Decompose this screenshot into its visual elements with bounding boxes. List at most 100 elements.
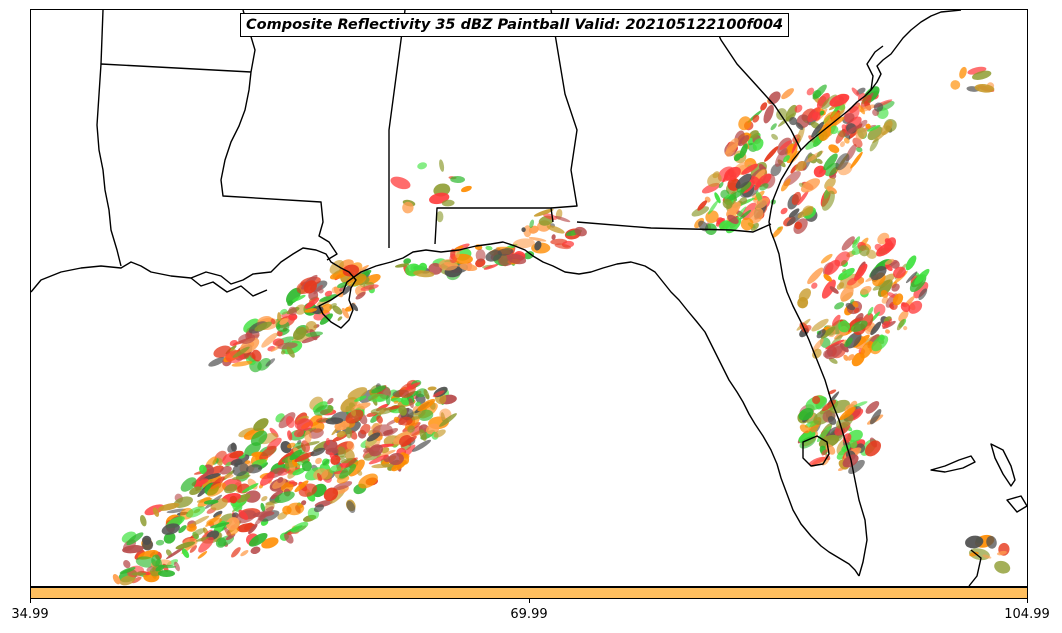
storm-blob [828,357,838,364]
storm-blob [811,318,829,332]
storm-blob [427,386,437,391]
storm-blob [231,547,241,558]
storm-blob [371,463,394,469]
storm-blob [840,141,845,148]
storm-blob [812,89,822,99]
storm-blob [126,532,144,546]
storm-blob [714,192,721,204]
storm-blob [839,406,856,421]
storm-blob [368,454,389,465]
storm-blob [206,517,222,526]
storm-blob [395,263,409,268]
storm-blob [828,144,840,154]
storm-blob [821,190,835,211]
storm-blob [360,423,371,435]
storm-blob [339,463,357,479]
storm-blob [294,304,307,315]
storm-blob [398,405,407,416]
storm-blob [288,480,295,485]
storm-blob [798,407,814,421]
storm-blob [880,289,889,299]
storm-blob [847,429,863,442]
coastline-atlantic-southeast [768,10,962,233]
storm-blob [865,123,871,129]
storm-blob [244,522,253,531]
storm-blob [186,506,206,518]
storm-blob [805,135,823,150]
storm-blob [829,286,839,294]
storm-blob [739,143,748,159]
storm-blob [697,200,708,211]
storm-blob [152,507,160,517]
storm-blob [789,117,798,126]
storm-blob [870,409,882,425]
storm-blob [450,175,465,184]
storm-blob [727,214,739,225]
storm-blob [764,146,779,162]
storm-blob [832,314,841,327]
storm-blob [232,474,251,480]
storm-blob [319,313,333,325]
storm-blob [850,320,868,333]
storm-blob [327,397,334,405]
storm-blob [155,539,165,546]
storm-blob [345,426,353,439]
storm-blob [735,173,752,189]
storm-blob [304,308,317,313]
colorbar-tick-label-mid: 69.99 [510,607,548,622]
storm-blob [449,253,458,264]
border-la-ar [96,63,252,126]
storm-blob [506,253,527,265]
storm-blob [820,326,836,339]
storm-blob [231,360,253,367]
storm-blob [475,249,486,262]
border-la-ms [220,71,338,261]
storm-blob [367,393,389,403]
storm-blob [872,279,891,291]
storm-blob [797,297,809,309]
storm-blob [772,226,784,238]
storm-blob [279,318,289,325]
storm-blob [341,307,350,319]
storm-blob [848,459,865,474]
border-al-fl [434,207,554,245]
storm-blob [885,329,890,334]
lake-okeechobee [802,435,830,467]
storm-blob [210,522,230,529]
storm-blob [554,243,572,250]
storm-blob [823,274,832,282]
storm-blob [860,285,872,295]
storm-blob [523,251,535,260]
storm-blob [257,506,274,521]
storm-blob [725,189,745,202]
storm-blob [357,470,363,476]
bahamas-island-2 [990,443,1016,487]
paintball-storm-layer [112,66,1011,586]
storm-blob [816,329,826,339]
coastline-nc [866,45,884,91]
storm-blob [436,211,444,223]
storm-blob [203,499,219,505]
storm-blob [795,160,807,172]
border-ga-fl [576,221,772,233]
storm-blob [244,460,251,465]
storm-blob [368,444,384,457]
storm-blob [337,316,343,321]
storm-blob [316,472,323,482]
storm-blob [969,551,979,557]
storm-blob [871,335,889,352]
storm-blob [244,490,261,503]
storm-blob [376,449,396,458]
storm-blob [892,293,904,306]
storm-blob [355,291,366,300]
storm-blob [824,177,836,190]
storm-blob [301,460,312,472]
storm-blob [195,536,210,542]
storm-blob [844,337,853,348]
storm-blob [290,521,309,533]
storm-blob [829,93,850,107]
storm-blob [823,111,841,127]
storm-blob [428,262,443,275]
reflectivity-map [31,10,1027,586]
storm-blob [131,572,147,576]
